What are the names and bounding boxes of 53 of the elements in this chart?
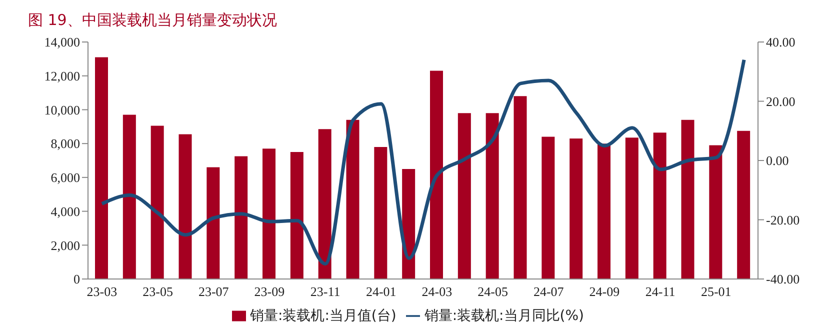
y-tick-label: 4,000 <box>50 204 80 219</box>
y2-tick-label: 0.00 <box>766 153 789 168</box>
y-tick-label: 8,000 <box>50 136 80 152</box>
bar <box>374 146 388 279</box>
x-tick-label: 23-05 <box>142 284 173 300</box>
y2-tick-label: 40.00 <box>766 34 796 50</box>
bar <box>290 152 304 279</box>
chart-title: 图 19、中国装载机当月销量变动状况 <box>27 10 278 31</box>
x-tick-label: 24-01 <box>366 284 396 300</box>
bar <box>262 148 276 279</box>
bar <box>430 70 443 279</box>
bar <box>234 156 248 279</box>
x-tick-label: 24-03 <box>422 284 452 300</box>
x-tick-label: 23-03 <box>86 284 118 300</box>
bar <box>681 120 694 279</box>
x-tick-label: 24-09 <box>589 284 620 300</box>
bar <box>737 130 750 279</box>
y-tick-label: 6,000 <box>50 170 80 186</box>
bar <box>318 129 332 279</box>
y-tick-label: 10,000 <box>44 102 80 118</box>
bar <box>514 96 527 279</box>
bar <box>542 136 555 279</box>
x-tick-label: 24-11 <box>645 284 676 300</box>
bar <box>150 126 164 279</box>
bar <box>122 114 136 279</box>
bar <box>95 57 108 279</box>
x-tick-label: 23-11 <box>310 284 340 300</box>
y2-tick-label: -40.00 <box>766 272 800 287</box>
y-tick-label: 14,000 <box>44 34 80 50</box>
bar <box>206 167 220 279</box>
legend-label: 销量:装载机:当月同比(%) <box>424 308 584 324</box>
x-tick-label: 24-07 <box>533 284 564 300</box>
bar <box>570 138 583 279</box>
x-tick-label: 23-09 <box>254 284 285 300</box>
x-tick-label: 25-01 <box>700 284 732 300</box>
bar <box>402 168 416 279</box>
line-series <box>100 58 746 266</box>
y2-tick-label: 20.00 <box>766 94 796 109</box>
bar <box>598 144 610 279</box>
x-tick-label: 23-07 <box>198 284 230 300</box>
y-tick-label: 12,000 <box>44 68 80 84</box>
bar <box>178 134 192 279</box>
bar <box>346 120 360 279</box>
bar <box>709 145 722 279</box>
bar <box>486 113 499 279</box>
x-tick-label: 24-05 <box>478 284 508 300</box>
legend-label: 销量:装载机:当月值(台) <box>250 308 396 324</box>
y-tick-label: 2,000 <box>50 238 80 253</box>
y-tick-label: 0 <box>74 272 80 287</box>
bar <box>653 132 666 279</box>
bar <box>625 138 638 279</box>
bar <box>458 113 471 279</box>
y2-tick-label: -20.00 <box>766 212 800 228</box>
